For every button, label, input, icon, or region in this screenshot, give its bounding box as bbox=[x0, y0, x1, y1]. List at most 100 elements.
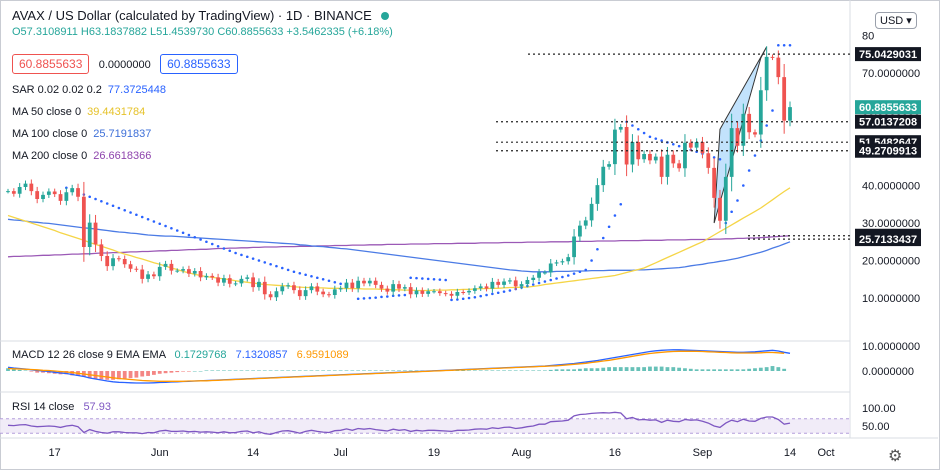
sar-dot bbox=[397, 294, 401, 297]
macd-histogram-bar bbox=[17, 369, 22, 371]
candle-body bbox=[583, 220, 588, 226]
indicator-ma200[interactable]: MA 200 close 0 26.6618366 bbox=[12, 150, 151, 162]
indicator-sar[interactable]: SAR 0.02 0.02 0.2 77.3725448 bbox=[12, 84, 166, 96]
candle-body bbox=[671, 154, 676, 164]
candle-body bbox=[560, 261, 565, 263]
macd-histogram-bar bbox=[542, 370, 547, 371]
macd-histogram-bar bbox=[583, 368, 588, 371]
candle-body bbox=[367, 280, 372, 284]
candle-body bbox=[373, 280, 378, 285]
candle-body bbox=[99, 244, 104, 256]
macd-histogram-bar bbox=[192, 371, 197, 372]
sar-dot bbox=[315, 276, 319, 280]
macd-line-value: 7.1320857 bbox=[235, 349, 288, 361]
macd-legend[interactable]: MACD 12 26 close 9 EMA EMA 0.1729768 7.1… bbox=[12, 349, 349, 361]
macd-histogram-bar bbox=[128, 371, 133, 379]
sar-dot bbox=[531, 283, 535, 286]
sar-dot bbox=[654, 137, 658, 140]
macd-histogram-bar bbox=[729, 369, 734, 371]
sar-dot bbox=[491, 292, 494, 296]
candle-body bbox=[93, 222, 98, 245]
sar-dot bbox=[222, 247, 226, 250]
candle-body bbox=[151, 274, 156, 277]
candle-body bbox=[490, 281, 495, 289]
sar-dot bbox=[275, 264, 278, 268]
rsi-value: 57.93 bbox=[83, 401, 111, 413]
macd-histogram-bar bbox=[718, 369, 722, 371]
macd-histogram-bar bbox=[566, 369, 571, 371]
candle-body bbox=[507, 280, 512, 282]
macd-histogram-bar bbox=[286, 370, 291, 371]
sar-dot bbox=[461, 297, 465, 301]
macd-histogram-bar bbox=[169, 371, 174, 373]
candle-body bbox=[268, 294, 273, 298]
gear-icon[interactable]: ⚙ bbox=[888, 448, 903, 465]
rsi-legend[interactable]: RSI 14 close 57.93 bbox=[12, 401, 111, 413]
sar-dot bbox=[479, 294, 483, 298]
sar-dot bbox=[584, 268, 588, 272]
sar-dot bbox=[164, 224, 167, 228]
macd-histogram-bar bbox=[747, 368, 752, 371]
indicator-label: SAR 0.02 0.02 0.2 bbox=[12, 84, 102, 96]
sar-dot bbox=[648, 135, 652, 139]
indicator-ma50[interactable]: MA 50 close 0 39.4431784 bbox=[12, 106, 145, 118]
macd-histogram-bar bbox=[601, 367, 606, 371]
macd-histogram-bar bbox=[624, 367, 629, 371]
candle-body bbox=[23, 183, 28, 187]
macd-histogram-bar bbox=[146, 371, 150, 376]
candle-body bbox=[70, 188, 75, 193]
currency-selector[interactable]: USD ▾ bbox=[875, 12, 917, 29]
candle-body bbox=[6, 191, 10, 193]
candle-body bbox=[87, 222, 92, 247]
sar-dot bbox=[572, 272, 576, 275]
sar-dot bbox=[607, 225, 611, 229]
sar-dot bbox=[432, 277, 436, 281]
macd-histogram-bar bbox=[397, 370, 401, 371]
buy-price-button[interactable]: 60.8855633 bbox=[160, 54, 238, 74]
sar-dot bbox=[590, 259, 593, 262]
sar-dot bbox=[561, 275, 564, 279]
price-label-box bbox=[855, 100, 921, 115]
sar-dot bbox=[444, 278, 447, 282]
macd-histogram-bar bbox=[519, 370, 524, 371]
candle-body bbox=[432, 291, 436, 293]
indicator-ma100[interactable]: MA 100 close 0 25.7191837 bbox=[12, 128, 151, 140]
sar-dot bbox=[555, 277, 558, 280]
candle-body bbox=[245, 277, 250, 279]
time-tick-label: 14 bbox=[784, 447, 796, 459]
macd-histogram-bar bbox=[344, 370, 349, 371]
candle-body bbox=[455, 292, 460, 296]
sar-dot bbox=[181, 231, 185, 235]
symbol-title[interactable]: AVAX / US Dollar (calculated by TradingV… bbox=[12, 8, 372, 23]
candle-body bbox=[642, 154, 647, 160]
macd-histogram-bar bbox=[723, 369, 728, 371]
sar-dot bbox=[403, 293, 407, 297]
macd-histogram-bar bbox=[187, 371, 191, 372]
macd-histogram-bar bbox=[35, 371, 40, 373]
macd-histogram-bar bbox=[227, 370, 232, 371]
macd-histogram-bar bbox=[776, 367, 781, 371]
candle-body bbox=[303, 290, 308, 297]
macd-histogram-bar bbox=[41, 371, 45, 373]
sar-dot bbox=[310, 274, 313, 278]
sar-dot bbox=[613, 214, 617, 217]
macd-histogram-bar bbox=[105, 371, 110, 380]
macd-histogram-bar bbox=[356, 370, 361, 371]
macd-histogram-bar bbox=[572, 369, 576, 371]
macd-histogram-bar bbox=[116, 371, 121, 380]
macd-histogram-bar bbox=[653, 366, 658, 371]
candle-body bbox=[321, 291, 326, 295]
sar-dot bbox=[356, 297, 360, 301]
indicator-value: 77.3725448 bbox=[107, 84, 167, 96]
macd-tick-label: 10.0000000 bbox=[862, 341, 920, 353]
macd-histogram-bar bbox=[362, 370, 366, 371]
price-label-box bbox=[855, 47, 921, 62]
candle-body bbox=[449, 293, 454, 296]
candle-body bbox=[292, 285, 296, 291]
macd-histogram-bar bbox=[292, 370, 296, 371]
sar-dot bbox=[473, 295, 477, 299]
sar-dot bbox=[421, 277, 424, 280]
candle-body bbox=[163, 263, 168, 267]
sell-price-button[interactable]: 60.8855633 bbox=[12, 54, 90, 74]
